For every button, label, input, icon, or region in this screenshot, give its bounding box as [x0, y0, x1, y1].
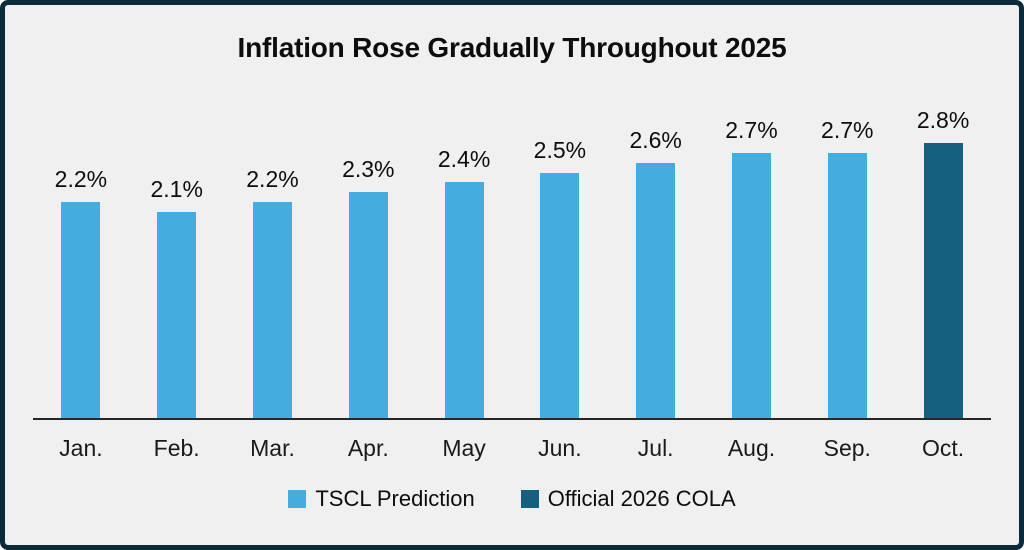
- bar-aug: [731, 152, 771, 418]
- bar-group-jul: 2.6%: [608, 126, 704, 418]
- bar-mar: [252, 201, 292, 418]
- x-tick-label-apr: Apr.: [347, 434, 389, 461]
- bar-apr: [348, 192, 388, 418]
- bar-oct: [923, 143, 963, 418]
- bar-group-mar: 2.2%: [225, 165, 321, 418]
- x-axis-labels: Jan. Feb. Mar. Apr. May Jun. Jul. Aug. Sep. Oct.: [33, 420, 991, 476]
- bar-jun: [540, 172, 580, 418]
- bar-group-may: 2.4%: [416, 145, 512, 418]
- bar-value-label-aug: 2.7%: [725, 116, 778, 143]
- bar-group-jan: 2.2%: [33, 165, 129, 418]
- legend-item-official2026cola: Official 2026 COLA: [520, 486, 736, 512]
- x-tick-label-feb: Feb.: [153, 434, 200, 461]
- bar-group-jun: 2.5%: [512, 136, 608, 418]
- bar-jan: [61, 201, 101, 418]
- bar-may: [444, 182, 484, 418]
- legend-label: Official 2026 COLA: [547, 486, 736, 511]
- plot-area: 2.2% 2.1% 2.2% 2.3% 2.4% 2.5% 2.6% 2.7% 2.7% 2.8%: [33, 65, 991, 418]
- bar-value-label-oct: 2.8%: [916, 107, 970, 134]
- legend-swatch-icon: [520, 490, 539, 508]
- bar-value-label-jun: 2.5%: [533, 136, 587, 163]
- bar-jul: [636, 162, 676, 418]
- bar-sep: [827, 152, 867, 418]
- x-tick-label-aug: Aug.: [727, 434, 776, 461]
- bar-value-label-sep: 2.7%: [821, 116, 874, 143]
- x-tick-label-mar: Mar.: [250, 434, 295, 461]
- x-tick-label-jun: Jun.: [538, 434, 582, 461]
- chart-title: Inflation Rose Gradually Throughout 2025: [237, 32, 787, 63]
- x-tick-label-jan: Jan.: [59, 434, 103, 461]
- bar-feb: [157, 211, 197, 418]
- bar-value-label-feb: 2.1%: [150, 175, 203, 202]
- x-tick-label-may: May: [442, 434, 486, 461]
- bar-group-aug: 2.7%: [704, 116, 800, 418]
- bar-value-label-may: 2.4%: [437, 146, 491, 173]
- bar-group-sep: 2.7%: [799, 116, 895, 418]
- legend-label: TSCL Prediction: [315, 486, 475, 511]
- x-axis-line: [33, 418, 991, 420]
- bar-group-apr: 2.3%: [320, 155, 416, 418]
- legend: TSCL Prediction Official 2026 COLA: [5, 486, 1019, 512]
- x-tick-label-sep: Sep.: [823, 434, 871, 461]
- bar-group-feb: 2.1%: [129, 175, 225, 418]
- bar-value-label-apr: 2.3%: [342, 156, 395, 183]
- x-tick-label-oct: Oct.: [921, 434, 965, 461]
- bar-value-label-jul: 2.6%: [629, 126, 682, 153]
- legend-swatch-icon: [288, 490, 307, 508]
- bar-value-label-mar: 2.2%: [246, 165, 299, 192]
- bar-value-label-jan: 2.2%: [54, 165, 108, 192]
- x-tick-label-jul: Jul.: [637, 434, 674, 461]
- legend-item-tsclprediction: TSCL Prediction: [288, 486, 475, 512]
- bar-group-oct: 2.8%: [895, 106, 991, 418]
